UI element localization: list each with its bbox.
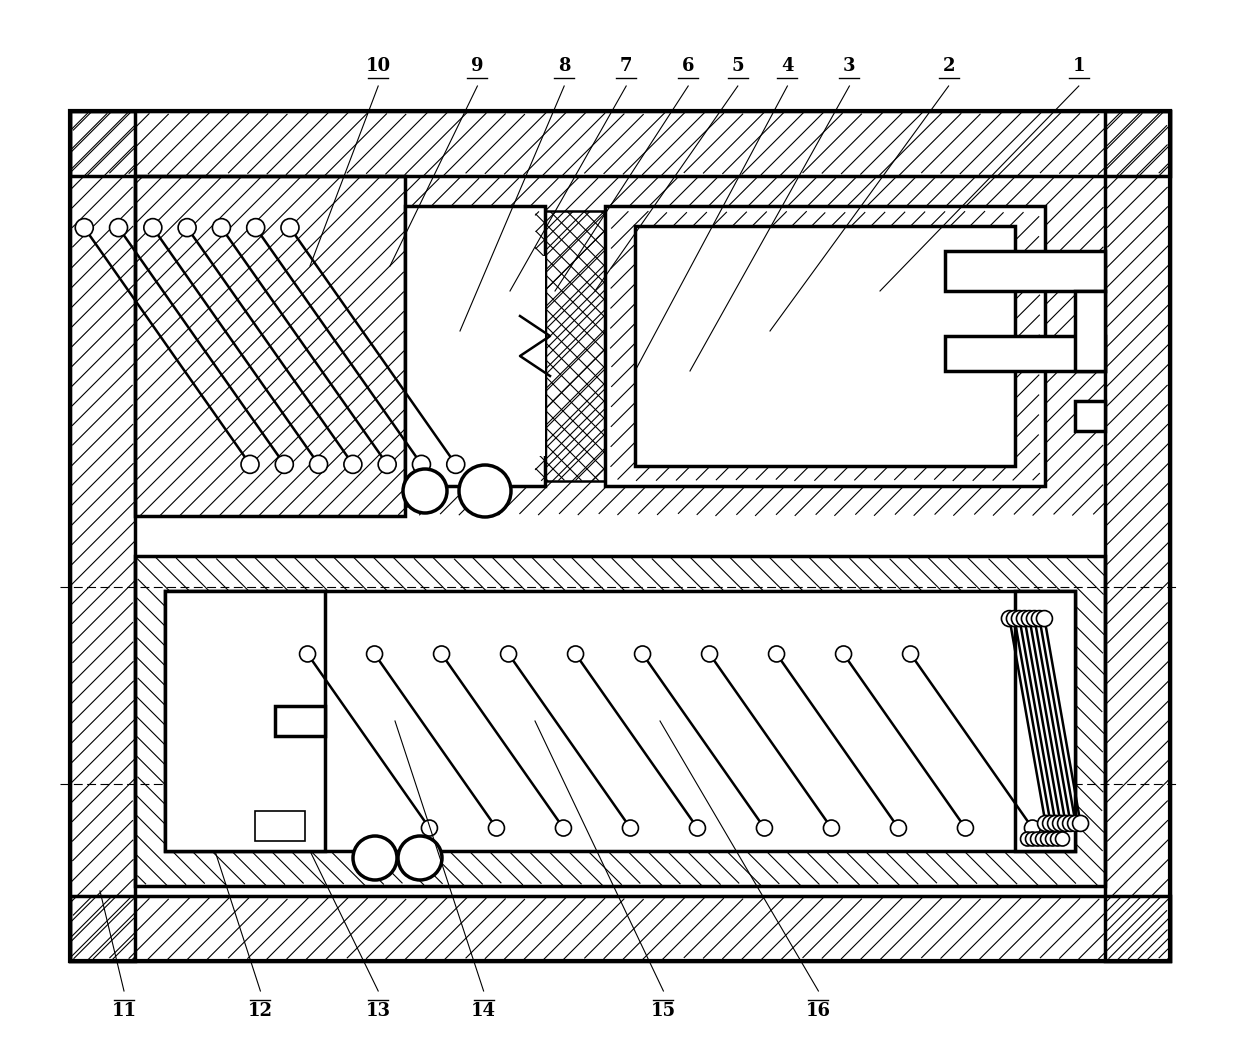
Circle shape: [568, 646, 584, 662]
Circle shape: [212, 219, 231, 236]
Polygon shape: [255, 811, 305, 841]
Circle shape: [635, 646, 651, 662]
Circle shape: [903, 646, 919, 662]
Circle shape: [1025, 832, 1039, 846]
Circle shape: [489, 820, 505, 836]
Circle shape: [1037, 611, 1053, 626]
Circle shape: [1030, 832, 1044, 846]
Circle shape: [1048, 816, 1064, 831]
Circle shape: [1043, 816, 1059, 831]
Circle shape: [769, 646, 785, 662]
Circle shape: [890, 820, 906, 836]
Bar: [135, 176, 1105, 897]
Circle shape: [1027, 611, 1043, 626]
Circle shape: [403, 469, 446, 513]
Circle shape: [76, 219, 93, 236]
Circle shape: [179, 219, 196, 236]
Bar: [405, 206, 546, 486]
Circle shape: [1017, 611, 1033, 626]
Circle shape: [556, 820, 572, 836]
Bar: [275, 706, 325, 736]
Circle shape: [622, 820, 639, 836]
Text: 3: 3: [843, 57, 856, 75]
Circle shape: [1073, 816, 1089, 831]
Circle shape: [1012, 611, 1028, 626]
Bar: [1075, 401, 1105, 431]
Circle shape: [434, 646, 450, 662]
Circle shape: [300, 646, 315, 662]
Text: 7: 7: [620, 57, 632, 75]
Circle shape: [281, 219, 299, 236]
Circle shape: [109, 219, 128, 236]
Circle shape: [1058, 816, 1074, 831]
Circle shape: [1021, 832, 1034, 846]
Text: 16: 16: [806, 1002, 831, 1021]
Circle shape: [275, 455, 294, 473]
Circle shape: [957, 820, 973, 836]
Text: 10: 10: [366, 57, 391, 75]
Circle shape: [144, 219, 162, 236]
Circle shape: [1035, 832, 1049, 846]
Bar: [635, 226, 1016, 466]
Circle shape: [702, 646, 718, 662]
Circle shape: [1040, 832, 1054, 846]
Text: 5: 5: [732, 57, 744, 75]
Text: 8: 8: [558, 57, 570, 75]
Text: 14: 14: [471, 1002, 496, 1021]
Bar: [165, 591, 325, 851]
Circle shape: [836, 646, 852, 662]
Circle shape: [823, 820, 839, 836]
Text: 4: 4: [781, 57, 794, 75]
Text: 15: 15: [651, 1002, 676, 1021]
Bar: [505, 256, 546, 456]
Circle shape: [310, 455, 327, 473]
Circle shape: [367, 646, 383, 662]
Text: 2: 2: [942, 57, 955, 75]
Bar: [1075, 291, 1105, 371]
Circle shape: [1032, 611, 1048, 626]
Circle shape: [1053, 816, 1069, 831]
Bar: [165, 591, 1075, 851]
Circle shape: [1022, 611, 1038, 626]
Circle shape: [398, 836, 441, 880]
Circle shape: [422, 820, 438, 836]
Bar: [945, 251, 1105, 291]
Circle shape: [1050, 832, 1064, 846]
Circle shape: [353, 836, 397, 880]
Text: 1: 1: [1073, 57, 1085, 75]
Bar: [69, 111, 1171, 961]
Circle shape: [1002, 611, 1018, 626]
Circle shape: [1007, 611, 1023, 626]
Circle shape: [501, 646, 517, 662]
Text: 11: 11: [112, 1002, 136, 1021]
Circle shape: [1068, 816, 1084, 831]
Circle shape: [1038, 816, 1054, 831]
Bar: [605, 206, 1045, 486]
Circle shape: [1063, 816, 1079, 831]
Circle shape: [756, 820, 773, 836]
Circle shape: [459, 465, 511, 517]
Bar: [1016, 591, 1075, 851]
Text: 12: 12: [248, 1002, 273, 1021]
Circle shape: [247, 219, 264, 236]
Circle shape: [413, 455, 430, 473]
Text: 13: 13: [366, 1002, 391, 1021]
Circle shape: [1045, 832, 1059, 846]
Circle shape: [241, 455, 259, 473]
Circle shape: [1055, 832, 1069, 846]
Circle shape: [343, 455, 362, 473]
Text: 9: 9: [471, 57, 484, 75]
Text: 6: 6: [682, 57, 694, 75]
Circle shape: [378, 455, 396, 473]
Bar: [945, 336, 1105, 371]
Circle shape: [446, 455, 465, 473]
Circle shape: [689, 820, 706, 836]
Circle shape: [1024, 820, 1040, 836]
